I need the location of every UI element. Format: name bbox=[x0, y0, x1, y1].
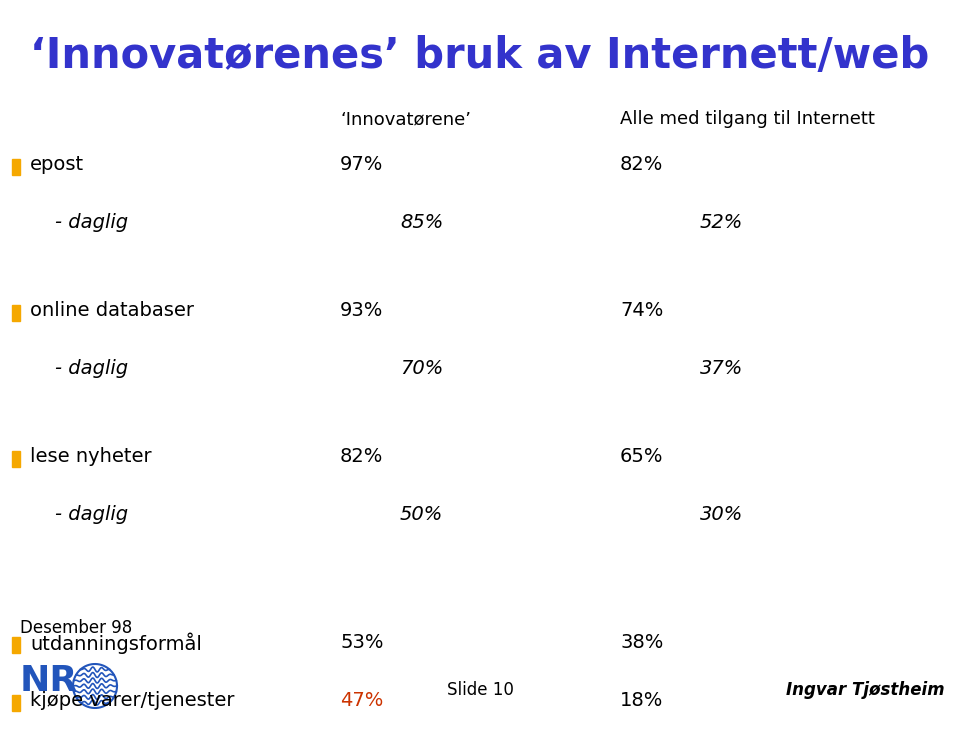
Text: 97%: 97% bbox=[340, 155, 383, 174]
Text: 93%: 93% bbox=[340, 301, 383, 320]
Text: Slide 10: Slide 10 bbox=[446, 681, 514, 699]
Text: - daglig: - daglig bbox=[30, 359, 128, 378]
Text: - daglig: - daglig bbox=[30, 213, 128, 232]
Text: NR: NR bbox=[20, 664, 79, 698]
Text: Ingvar Tjøstheim: Ingvar Tjøstheim bbox=[786, 681, 945, 699]
Text: epost: epost bbox=[30, 155, 84, 174]
Text: ‘Innovatørene’: ‘Innovatørene’ bbox=[340, 110, 471, 128]
Text: 38%: 38% bbox=[620, 633, 663, 652]
Text: lese nyheter: lese nyheter bbox=[30, 447, 152, 466]
Text: 47%: 47% bbox=[340, 691, 383, 710]
Text: kjøpe varer/tjenester: kjøpe varer/tjenester bbox=[30, 691, 234, 710]
Bar bbox=[12, 159, 20, 175]
Text: Alle med tilgang til Internett: Alle med tilgang til Internett bbox=[620, 110, 875, 128]
Text: 50%: 50% bbox=[400, 505, 444, 524]
Text: 74%: 74% bbox=[620, 301, 663, 320]
Text: ‘Innovatørenes’ bruk av Internett/web: ‘Innovatørenes’ bruk av Internett/web bbox=[31, 35, 929, 77]
Bar bbox=[12, 637, 20, 653]
Text: 85%: 85% bbox=[400, 213, 444, 232]
Bar bbox=[12, 695, 20, 711]
Text: 18%: 18% bbox=[620, 691, 663, 710]
Text: 30%: 30% bbox=[700, 505, 743, 524]
Text: - daglig: - daglig bbox=[30, 505, 128, 524]
Text: 82%: 82% bbox=[620, 155, 663, 174]
Text: 53%: 53% bbox=[340, 633, 383, 652]
Bar bbox=[12, 451, 20, 467]
Text: online databaser: online databaser bbox=[30, 301, 194, 320]
Text: 65%: 65% bbox=[620, 447, 663, 466]
Bar bbox=[12, 305, 20, 321]
Text: 70%: 70% bbox=[400, 359, 444, 378]
Text: 82%: 82% bbox=[340, 447, 383, 466]
Text: 52%: 52% bbox=[700, 213, 743, 232]
Text: utdanningsformål: utdanningsformål bbox=[30, 633, 202, 655]
Text: 37%: 37% bbox=[700, 359, 743, 378]
Text: Desember 98: Desember 98 bbox=[20, 619, 132, 637]
